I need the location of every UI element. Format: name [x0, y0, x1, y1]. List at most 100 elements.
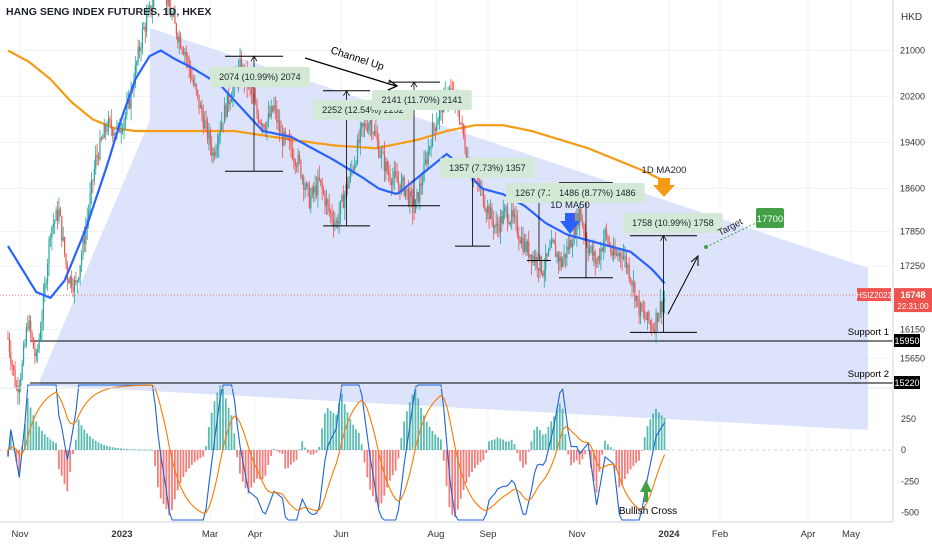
candle-body — [330, 211, 332, 213]
candle-body — [151, 7, 153, 14]
ma200-label: 1D MA200 — [642, 165, 687, 176]
macd-histogram-bar — [230, 415, 233, 450]
candle-body — [143, 27, 145, 29]
macd-histogram-bar — [479, 450, 482, 463]
macd-histogram-bar — [592, 450, 595, 482]
macd-histogram-bar — [210, 412, 213, 450]
macd-histogram-bar — [148, 449, 151, 451]
candle-body — [58, 208, 60, 221]
candle-body — [405, 188, 407, 196]
candle-body — [221, 122, 223, 131]
candle-body — [120, 131, 122, 133]
candle-body — [663, 297, 666, 302]
candle-body — [417, 192, 419, 202]
candle-body — [209, 131, 211, 146]
macd-histogram-bar — [621, 450, 623, 486]
candle-body — [284, 131, 286, 137]
support-price-text: 15950 — [894, 336, 919, 346]
candle-body — [219, 130, 221, 136]
candle-body — [18, 385, 20, 393]
candle-body — [274, 105, 277, 109]
macd-histogram-bar — [363, 450, 366, 463]
candle-body — [313, 187, 315, 193]
candle-body — [48, 239, 50, 264]
macd-histogram-bar — [360, 444, 363, 450]
candle-body — [327, 199, 329, 204]
countdown-text: 22:31:00 — [897, 302, 929, 311]
macd-histogram-bar — [468, 450, 471, 477]
macd-histogram-bar — [541, 434, 544, 450]
candle-body — [11, 363, 13, 366]
projection-arrowhead — [690, 254, 699, 266]
macd-histogram-bar — [343, 404, 346, 450]
candle-body — [540, 256, 543, 273]
macd-histogram-bar — [222, 387, 224, 450]
macd-histogram-bar — [91, 438, 94, 450]
candle-body — [15, 386, 18, 389]
macd-histogram-bar — [530, 441, 533, 450]
candle-body — [356, 139, 359, 163]
projection-arrow — [667, 257, 698, 315]
macd-histogram-bar — [587, 450, 589, 451]
candle-body — [395, 171, 397, 176]
candle-body — [225, 105, 227, 117]
candle-body — [622, 256, 625, 259]
macd-histogram-bar — [15, 450, 18, 462]
time-tick-label: May — [842, 529, 860, 540]
macd-histogram-bar — [18, 450, 21, 473]
macd-histogram-bar — [103, 444, 106, 450]
candle-body — [438, 108, 441, 120]
macd-histogram-bar — [369, 450, 372, 490]
macd-histogram-bar — [346, 412, 349, 450]
candle-body — [212, 152, 214, 156]
time-tick-label: 2024 — [658, 529, 680, 540]
candle-body — [491, 207, 493, 220]
candle-body — [635, 296, 637, 301]
candle-body — [250, 86, 252, 94]
candle-body — [47, 263, 49, 283]
candle-body — [543, 269, 545, 276]
candle-body — [536, 256, 538, 269]
candle-body — [97, 156, 100, 160]
candle-body — [600, 248, 602, 261]
candle-body — [272, 106, 274, 112]
macd-histogram-bar — [49, 439, 52, 450]
candle-body — [644, 311, 646, 318]
measure-label-bg — [210, 67, 310, 87]
macd-histogram-bar — [295, 450, 298, 460]
candle-body — [93, 168, 95, 181]
candle-body — [614, 248, 616, 255]
candle-body — [310, 196, 312, 208]
support-label: Support 2 — [848, 369, 889, 380]
time-tick-label: Apr — [248, 529, 263, 540]
macd-histogram-bar — [244, 450, 247, 489]
measure-tools: 2074 (10.99%) 2074 2252 (12.54%) 22522141… — [210, 55, 723, 333]
candle-body — [502, 211, 504, 224]
candles — [7, 0, 666, 405]
candle-body — [192, 79, 194, 85]
candle-body — [434, 127, 436, 131]
macd-histogram-bar — [374, 450, 377, 503]
candle-body — [392, 178, 394, 186]
candle-body — [358, 139, 360, 143]
candle-body — [325, 199, 327, 206]
macd-histogram-bar — [100, 443, 103, 450]
macd-histogram-bar — [573, 450, 575, 463]
macd-histogram-bar — [182, 450, 185, 478]
candle-body — [458, 110, 460, 123]
candle-body — [80, 254, 83, 266]
candle-body — [344, 194, 346, 209]
macd-histogram-bar — [397, 450, 400, 459]
measure-label-bg — [550, 183, 645, 203]
macd-histogram-bar — [581, 450, 584, 459]
candle-body — [44, 284, 46, 295]
candle-body — [588, 248, 591, 254]
candle-body — [185, 52, 187, 57]
macd-histogram-bar — [496, 437, 499, 450]
candle-body — [168, 0, 170, 7]
candle-body — [587, 245, 589, 254]
macd-histogram-bar — [340, 394, 343, 450]
candle-body — [482, 189, 485, 206]
candle-body — [223, 105, 226, 124]
